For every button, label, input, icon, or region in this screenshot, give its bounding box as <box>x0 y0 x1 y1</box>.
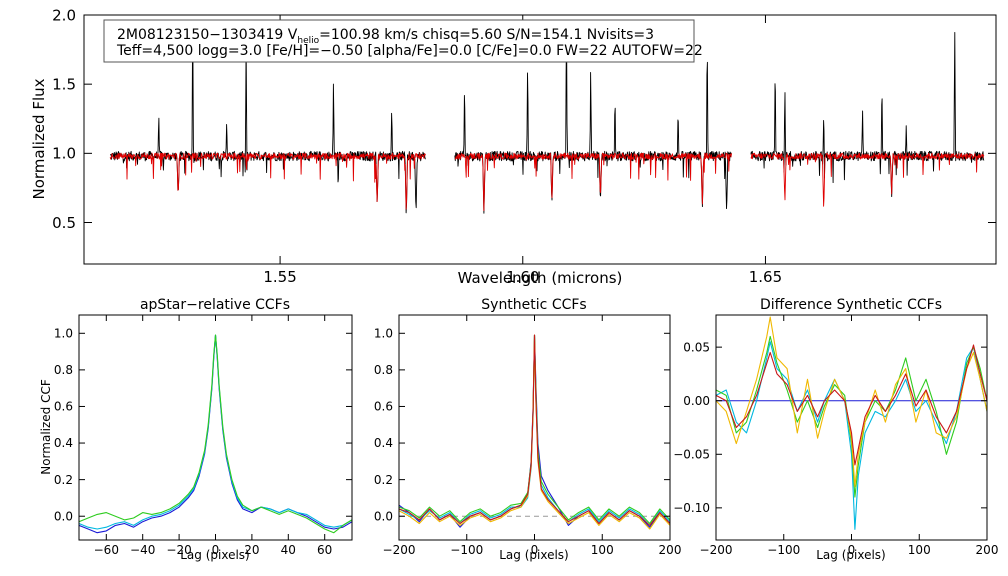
spectrum-y-axis-label: Normalized Flux <box>30 78 48 199</box>
spectrum-x-axis-label: Wavelength (microns) <box>458 269 623 287</box>
synthetic-ccf-y-tick-label: 0.4 <box>374 436 393 450</box>
apstar-ccf-panel: −60 −40 −20 0 20 40 60 0.0 0.2 0.4 0.6 0.8 1.0 apSta… <box>39 297 353 562</box>
difference-ccf-series-visit-2 <box>716 341 987 530</box>
spectrum-series-synthetic <box>109 152 985 212</box>
apstar-ccf-y-tick-label: 1.0 <box>54 326 73 340</box>
annotation-line-2: Teff=4,500 logg=3.0 [Fe/H]=−0.50 [alpha/… <box>116 43 703 59</box>
difference-ccf-x-axis-label: Lag (pixels) <box>816 548 886 562</box>
apstar-ccf-ticks <box>79 315 352 540</box>
synthetic-ccf-y-tick-label: 0.2 <box>374 473 393 487</box>
apstar-ccf-series-layer <box>79 334 352 534</box>
apstar-ccf-y-tick-label: 0.0 <box>54 509 73 523</box>
synthetic-ccf-x-tick-label: 100 <box>591 543 614 557</box>
synthetic-ccf-x-tick-label: 0 <box>531 543 539 557</box>
synthetic-ccf-x-axis-label: Lag (pixels) <box>499 548 569 562</box>
annotation-helio-subscript: helio <box>297 36 319 46</box>
synthetic-ccf-y-tick-label: 0.0 <box>374 509 393 523</box>
apstar-ccf-y-tick-label: 0.4 <box>54 436 73 450</box>
difference-ccf-ticks <box>715 315 988 540</box>
synthetic-ccf-tick-labels: −200 −100 0 100 200 0.0 0.2 0.4 0.6 0.8 1.0 <box>374 326 682 557</box>
apstar-ccf-x-tick-label: 40 <box>281 543 296 557</box>
apstar-ccf-series-visit-1 <box>79 334 352 534</box>
apstar-ccf-y-axis-label: Normalized CCF <box>39 379 53 475</box>
difference-ccf-x-tick-label: 200 <box>976 543 999 557</box>
spectrum-series-layer <box>109 26 985 214</box>
spectrum-y-tick-label: 2.0 <box>52 6 76 24</box>
spectrum-panel: 1.55 1.60 1.65 0.5 1.0 1.5 2.0 2M08123150−1303… <box>30 6 997 287</box>
apstar-ccf-series-visit-3 <box>79 334 352 534</box>
apstar-ccf-x-tick-label: −20 <box>166 543 191 557</box>
spectrum-x-tick-label: 1.60 <box>506 268 539 286</box>
synthetic-ccf-y-tick-label: 0.8 <box>374 363 393 377</box>
difference-ccf-axes-frame <box>715 314 988 541</box>
synthetic-ccf-y-tick-label: 1.0 <box>374 326 393 340</box>
difference-ccf-x-tick-label: 0 <box>848 543 856 557</box>
apstar-ccf-y-tick-label: 0.8 <box>54 363 73 377</box>
synthetic-ccf-x-tick-label: −200 <box>383 543 416 557</box>
spectrum-tick-labels: 1.55 1.60 1.65 0.5 1.0 1.5 2.0 <box>52 6 782 286</box>
synthetic-ccf-y-tick-label: 0.6 <box>374 400 393 414</box>
difference-ccf-x-tick-label: −100 <box>767 543 800 557</box>
spectrum-axes-frame <box>83 14 997 265</box>
apstar-ccf-x-tick-label: −40 <box>130 543 155 557</box>
apstar-ccf-x-tick-label: 20 <box>244 543 259 557</box>
apstar-ccf-series-visit-2 <box>79 334 352 530</box>
apstar-ccf-tick-labels: −60 −40 −20 0 20 40 60 0.0 0.2 0.4 0.6 0.8 1.0 <box>54 326 332 557</box>
difference-ccf-y-tick-label: 0.00 <box>683 394 710 408</box>
apstar-ccf-x-tick-label: −60 <box>94 543 119 557</box>
difference-ccf-x-tick-label: −200 <box>700 543 733 557</box>
annotation-star-and-v: 2M08123150−1303419 V <box>117 27 298 43</box>
difference-ccf-series-visit-4 <box>716 316 987 487</box>
spectrum-annotation-box: 2M08123150−1303419 Vhelio=100.98 km/s ch… <box>103 19 703 63</box>
synthetic-ccf-series-layer <box>399 334 670 530</box>
apstar-ccf-x-tick-label: 60 <box>317 543 332 557</box>
synthetic-ccf-x-tick-label: 200 <box>659 543 682 557</box>
difference-ccf-panel: −200 −100 0 100 200 −0.10 −0.05 0.00 0.05 Differ… <box>673 297 998 562</box>
difference-ccf-y-tick-label: −0.05 <box>673 447 710 461</box>
difference-ccf-y-tick-label: 0.05 <box>683 340 710 354</box>
spectrum-y-tick-label: 1.5 <box>52 75 76 93</box>
difference-ccf-tick-labels: −200 −100 0 100 200 −0.10 −0.05 0.00 0.05 <box>673 340 998 557</box>
difference-ccf-series-visit-5 <box>716 344 987 466</box>
synthetic-ccf-series-visit-5 <box>399 334 670 526</box>
difference-ccf-title: Difference Synthetic CCFs <box>760 297 942 313</box>
difference-ccf-x-tick-label: 100 <box>908 543 931 557</box>
apstar-ccf-y-tick-label: 0.6 <box>54 400 73 414</box>
apstar-ccf-axes-frame <box>78 314 353 541</box>
annotation-line-1: 2M08123150−1303419 Vhelio=100.98 km/s ch… <box>117 27 654 46</box>
spectrum-x-tick-label: 1.55 <box>263 268 296 286</box>
difference-ccf-y-tick-label: −0.10 <box>673 501 710 515</box>
apstar-ccf-x-axis-label: Lag (pixels) <box>180 548 250 562</box>
difference-ccf-series-visit-3 <box>716 335 987 498</box>
apstar-ccf-x-tick-label: 0 <box>212 543 220 557</box>
annotation-frame <box>103 19 695 63</box>
spectrum-y-tick-label: 0.5 <box>52 214 76 232</box>
apstar-ccf-y-tick-label: 0.2 <box>54 473 73 487</box>
synthetic-ccf-x-tick-label: −100 <box>450 543 483 557</box>
synthetic-ccf-ticks <box>398 315 671 540</box>
synthetic-ccf-panel: −200 −100 0 100 200 0.0 0.2 0.4 0.6 0.8 1.0 Synthe… <box>374 297 682 562</box>
apstar-ccf-title: apStar−relative CCFs <box>140 297 290 313</box>
synthetic-ccf-title: Synthetic CCFs <box>481 297 586 313</box>
difference-ccf-series-layer <box>716 316 987 530</box>
annotation-velocity-stats: =100.98 km/s chisq=5.60 S/N=154.1 Nvisit… <box>319 27 654 43</box>
spectrum-y-tick-label: 1.0 <box>52 145 76 163</box>
spectrum-x-tick-label: 1.65 <box>749 268 782 286</box>
